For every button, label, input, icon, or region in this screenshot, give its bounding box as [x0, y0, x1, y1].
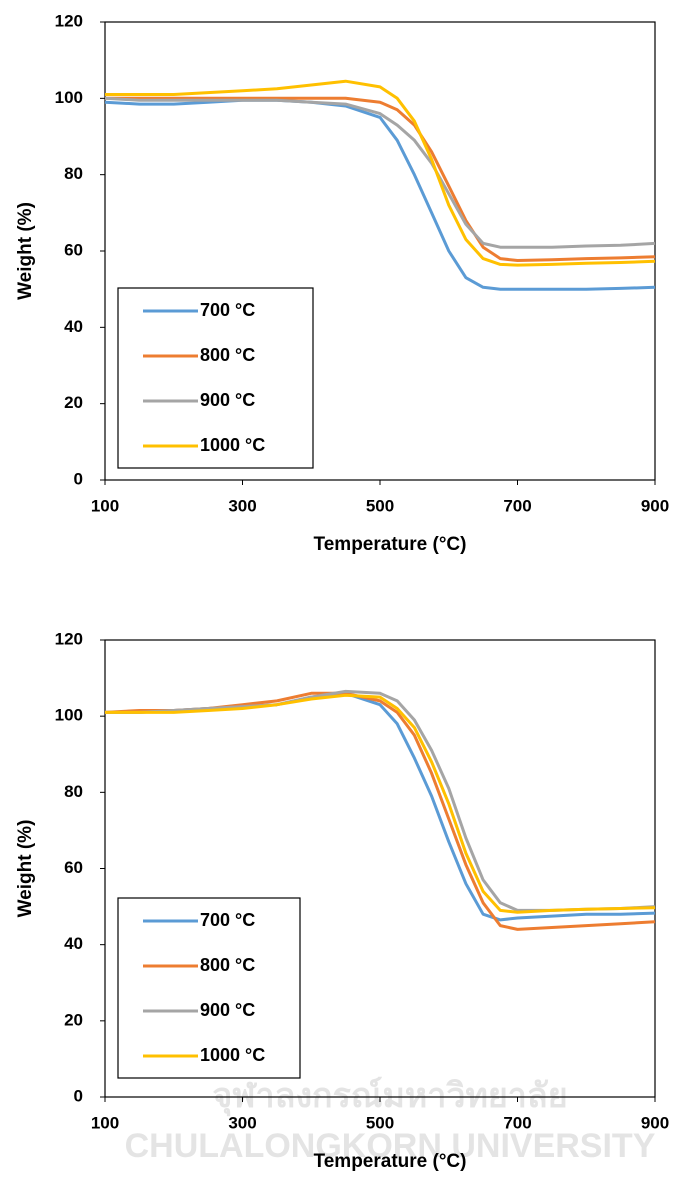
x-tick-label: 900 [641, 1113, 669, 1132]
legend-label: 900 °C [200, 390, 255, 410]
data-line [104, 98, 656, 291]
x-tick-label: 900 [641, 496, 669, 515]
data-line [105, 691, 656, 922]
y-tick-label: 0 [74, 469, 83, 488]
y-tick-label: 40 [64, 317, 83, 336]
y-tick-label: 20 [64, 393, 83, 412]
legend-label: 800 °C [200, 955, 255, 975]
y-tick-label: 120 [55, 629, 83, 648]
y-tick-label: 80 [64, 164, 83, 183]
watermark-english: CHULALONGKORN UNIVERSITY [125, 1127, 656, 1165]
y-tick-label: 60 [64, 240, 83, 259]
x-tick-label: 500 [366, 1113, 394, 1132]
legend-label: 800 °C [200, 345, 255, 365]
y-tick-label: 100 [55, 88, 83, 107]
x-tick-label: 100 [91, 1113, 119, 1132]
y-tick-label: 20 [64, 1010, 83, 1029]
y-axis-label: Weight (%) [15, 820, 36, 918]
y-tick-label: 40 [64, 934, 83, 953]
x-tick-label: 500 [366, 496, 394, 515]
x-tick-label: 700 [503, 1113, 531, 1132]
x-tick-label: 100 [91, 496, 119, 515]
data-line [105, 96, 656, 262]
data-line [104, 691, 656, 931]
x-axis-label: Temperature (°C) [314, 1151, 467, 1172]
data-line [105, 693, 656, 914]
legend-label: 900 °C [200, 1000, 255, 1020]
y-axis-label: Weight (%) [15, 202, 36, 300]
data-line [104, 96, 656, 249]
legend-label: 700 °C [200, 910, 255, 930]
legend-box [117, 287, 314, 469]
x-tick-label: 300 [228, 1113, 256, 1132]
x-tick-label: 300 [228, 496, 256, 515]
legend-box [117, 897, 301, 1079]
legend-label: 700 °C [200, 300, 255, 320]
y-tick-label: 80 [64, 782, 83, 801]
legend-label: 1000 °C [200, 435, 265, 455]
data-line [105, 79, 656, 267]
y-tick-label: 100 [55, 706, 83, 725]
x-tick-label: 700 [503, 496, 531, 515]
x-axis-label: Temperature (°C) [314, 534, 467, 555]
y-tick-label: 0 [74, 1086, 83, 1105]
y-tick-label: 120 [55, 11, 83, 30]
y-tick-label: 60 [64, 858, 83, 877]
data-line [105, 689, 656, 912]
legend-label: 1000 °C [200, 1045, 265, 1065]
